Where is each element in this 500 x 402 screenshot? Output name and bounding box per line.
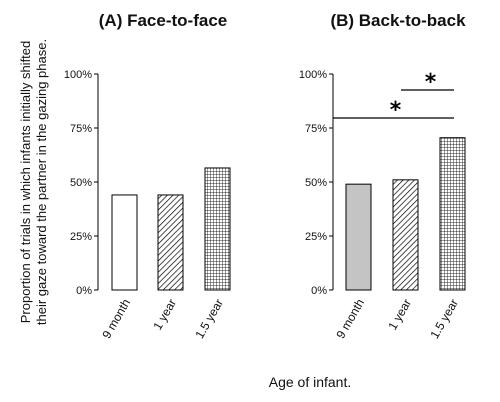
category-label: 1 year — [150, 297, 179, 333]
category-label: 1.5 year — [192, 296, 226, 341]
bar-9-month — [111, 194, 138, 291]
panel-title: (B) Back-to-back — [330, 11, 466, 30]
category-label: 1.5 year — [427, 296, 461, 341]
category-label: 9 month — [99, 297, 133, 342]
y-tick-label: 25% — [305, 231, 327, 243]
x-axis-label: Age of infant. — [269, 374, 352, 390]
y-tick-label: 50% — [305, 177, 327, 189]
y-tick-label: 75% — [305, 123, 327, 135]
bar-1-5-year — [204, 167, 231, 291]
panel-face-to-face: (A) Face-to-face 0% 25% 50% 75% 100% 9 month 1 … — [64, 11, 231, 342]
y-tick-label: 25% — [70, 231, 92, 243]
y-tick-label: 50% — [70, 177, 92, 189]
panel-back-to-back: (B) Back-to-back 0% 25% 50% 75% 100% 9 month 1 … — [299, 11, 466, 341]
y-axis-label-line-1: Proportion of trials in which infants in… — [18, 41, 33, 324]
y-tick-label: 100% — [299, 69, 327, 81]
category-label: 1 year — [385, 297, 414, 333]
y-tick-label: 75% — [70, 123, 92, 135]
y-tick-label: 0% — [311, 285, 327, 297]
category-label: 9 month — [333, 297, 367, 342]
bar-9-month — [345, 183, 372, 291]
bar-1-5-year — [439, 137, 466, 291]
y-tick-label: 100% — [64, 69, 92, 81]
panel-title: (A) Face-to-face — [99, 11, 227, 30]
significance-star: * — [425, 70, 437, 95]
y-axis-label-line-2: their gaze toward the partner in the gaz… — [34, 39, 49, 325]
y-tick-label: 0% — [76, 285, 92, 297]
bar-1-year — [157, 194, 184, 291]
bar-1-year — [392, 179, 419, 291]
significance-star: * — [390, 98, 402, 123]
